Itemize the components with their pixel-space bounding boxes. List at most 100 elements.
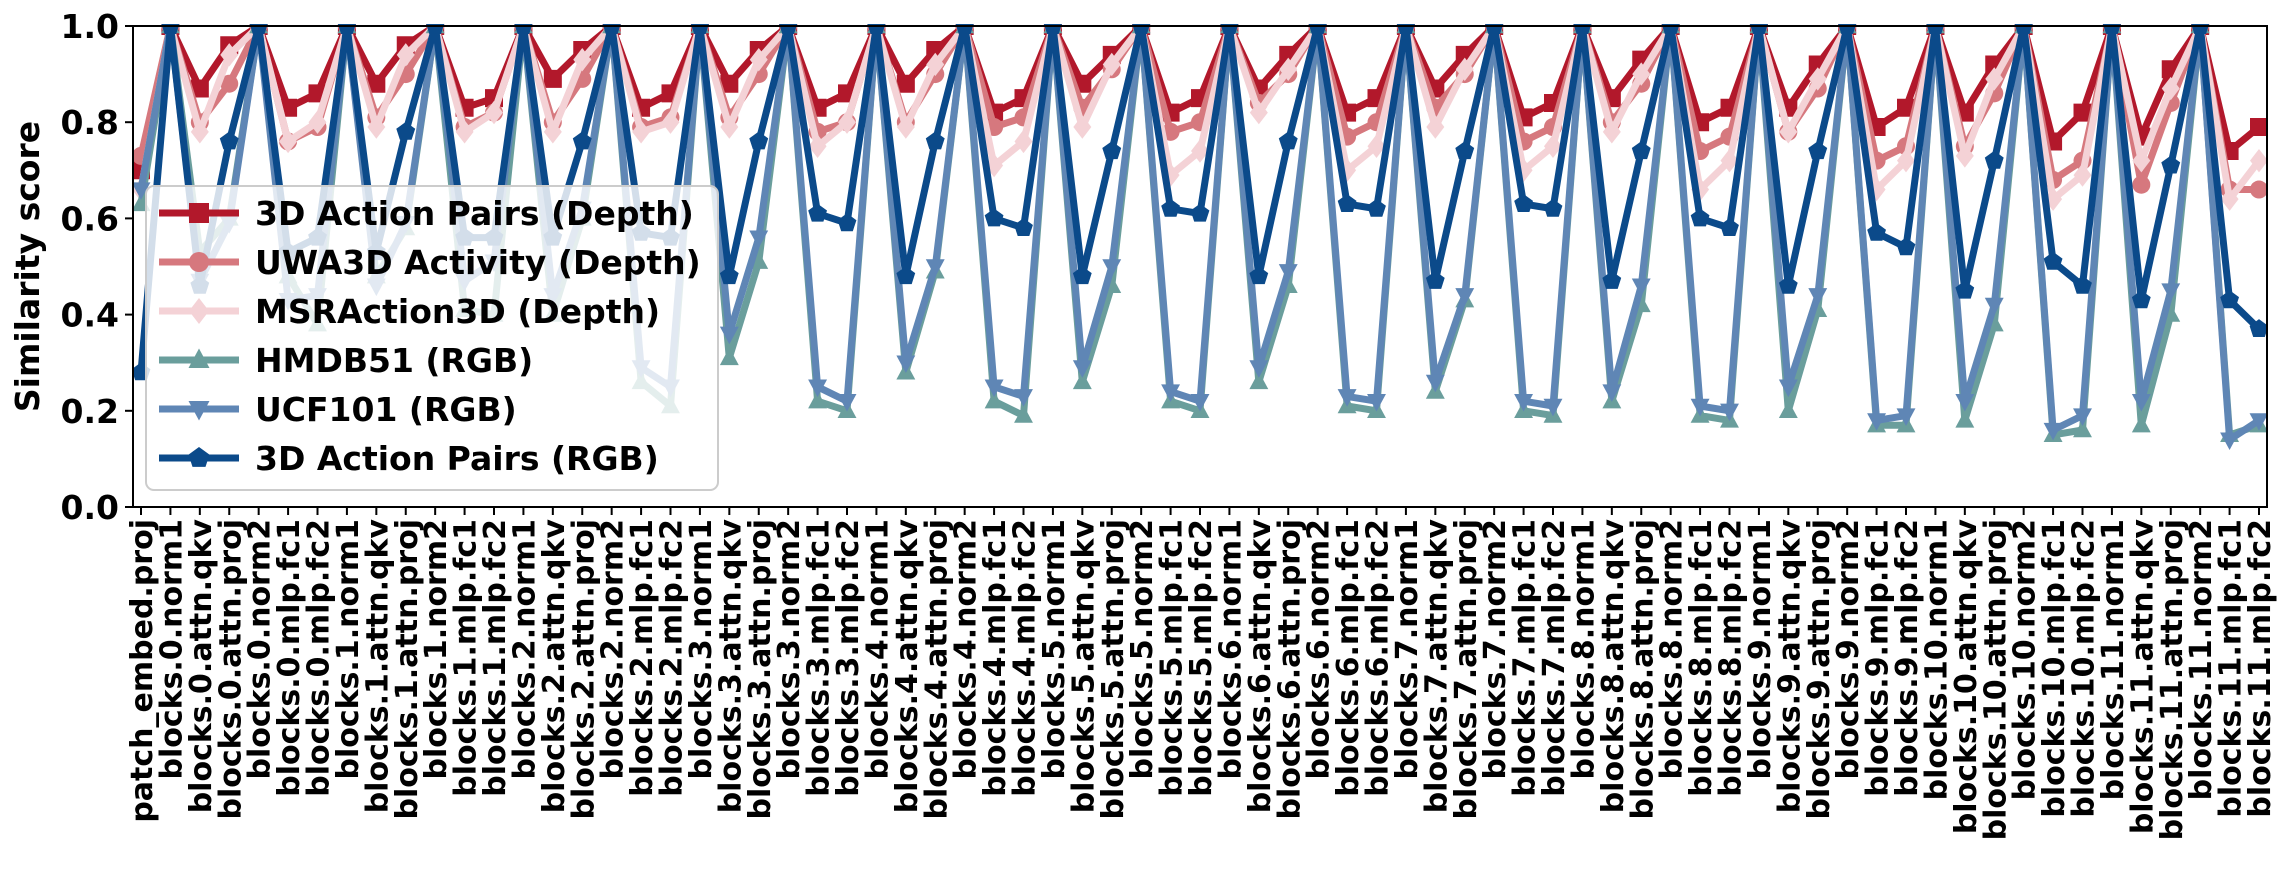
data-point (2132, 175, 2151, 194)
data-point (2073, 275, 2092, 294)
x-tick-label: blocks.5.mlp.fc2 (1184, 519, 1219, 797)
legend-label: HMDB51 (RGB) (255, 341, 533, 380)
data-point (572, 131, 592, 150)
data-point (1190, 203, 1210, 222)
data-point (2044, 187, 2063, 211)
x-tick-label: blocks.6.norm2 (1302, 519, 1337, 780)
x-tick-label: blocks.4.norm2 (949, 519, 984, 780)
data-point (808, 203, 827, 222)
data-point (485, 100, 503, 125)
data-point (1984, 297, 2004, 316)
data-point (2161, 155, 2181, 174)
data-point (1425, 374, 1445, 393)
data-point (396, 121, 416, 140)
data-point (1808, 67, 1827, 91)
data-point (1897, 148, 1915, 173)
x-tick-label: blocks.1.attn.qkv (360, 519, 395, 814)
data-point (837, 213, 857, 232)
data-point (190, 120, 209, 144)
data-point (1632, 62, 1651, 86)
data-point (2073, 419, 2092, 438)
data-point (719, 266, 739, 285)
data-point (1455, 288, 1475, 306)
x-tick-label: blocks.11.norm1 (2096, 519, 2131, 800)
data-point (1602, 271, 1622, 289)
data-point (1249, 360, 1269, 378)
x-tick-label: blocks.0.norm2 (243, 519, 278, 780)
data-point (1073, 115, 1092, 139)
y-tick-label: 0.2 (61, 392, 119, 431)
x-tick-label: blocks.6.attn.qkv (1243, 519, 1278, 814)
data-point (1367, 393, 1386, 412)
data-point (1367, 134, 1386, 158)
legend-label: MSRAction3D (Depth) (255, 292, 660, 331)
data-point (543, 69, 562, 88)
data-point (308, 110, 327, 134)
data-point (1720, 218, 1739, 236)
x-tick-label: blocks.11.attn.qkv (2125, 519, 2160, 835)
data-point (1896, 237, 1916, 256)
x-tick-label: blocks.6.mlp.fc2 (1361, 519, 1396, 797)
x-tick-label: blocks.9.attn.proj (1802, 519, 1837, 819)
x-tick-label: blocks.7.attn.proj (1449, 519, 1484, 819)
data-point (1102, 259, 1122, 277)
x-tick-label: blocks.5.attn.proj (1096, 519, 1131, 819)
x-tick-label: blocks.3.mlp.fc2 (831, 519, 866, 797)
data-point (925, 131, 945, 150)
x-tick-label: blocks.0.mlp.fc1 (272, 519, 307, 797)
data-point (2073, 163, 2092, 187)
data-point (837, 393, 857, 412)
x-tick-label: blocks.10.attn.qkv (1949, 519, 1984, 835)
data-point (984, 379, 1004, 398)
data-point (1425, 271, 1445, 289)
data-point (2043, 251, 2063, 270)
x-tick-label: blocks.3.attn.proj (743, 519, 778, 819)
x-tick-label: blocks.6.mlp.fc1 (1331, 519, 1366, 797)
legend-label: UWA3D Activity (Depth) (255, 243, 701, 282)
data-point (1984, 150, 2004, 169)
x-tick-label: blocks.1.attn.proj (390, 519, 425, 819)
data-point (1161, 384, 1181, 402)
x-tick-label: blocks.0.norm1 (154, 519, 189, 780)
x-tick-label: blocks.2.mlp.fc2 (655, 519, 690, 797)
x-tick-label: blocks.5.norm2 (1125, 519, 1160, 780)
x-tick-label: blocks.2.norm1 (507, 519, 542, 780)
data-point (749, 47, 768, 72)
x-tick-label: blocks.10.norm1 (1919, 519, 1954, 800)
data-point (2249, 319, 2267, 337)
x-tick-label: blocks.10.mlp.fc1 (2037, 519, 2072, 818)
data-point (1778, 400, 1798, 418)
x-tick-label: blocks.1.norm1 (331, 519, 366, 780)
x-tick-label: blocks.3.mlp.fc1 (802, 519, 837, 797)
y-tick-label: 0.8 (61, 103, 119, 142)
data-point (1014, 218, 1033, 236)
data-point (455, 120, 474, 144)
data-point (1897, 98, 1915, 117)
data-point (1602, 120, 1621, 144)
x-tick-label: blocks.5.attn.qkv (1066, 519, 1101, 814)
legend-marker (189, 298, 209, 324)
data-point (1278, 264, 1298, 282)
data-point (2161, 283, 2181, 301)
x-tick-label: blocks.3.norm1 (684, 519, 719, 780)
x-tick-label: blocks.11.mlp.fc2 (2243, 519, 2278, 818)
data-point (896, 355, 916, 374)
legend-marker (188, 348, 210, 368)
legend-box (145, 185, 719, 491)
x-tick-label: blocks.11.mlp.fc1 (2214, 519, 2249, 818)
x-tick-label: blocks.1.mlp.fc1 (449, 519, 484, 797)
legend-item: UWA3D Activity (Depth) (159, 243, 701, 282)
x-tick-label: blocks.1.norm2 (419, 519, 454, 780)
data-point (808, 134, 827, 158)
data-point (2250, 180, 2267, 199)
x-tick-label: blocks.8.norm1 (1566, 519, 1601, 780)
data-point (1544, 134, 1562, 158)
data-point (2131, 414, 2151, 433)
data-point (1808, 141, 1828, 160)
x-tick-label: blocks.9.norm1 (1743, 519, 1778, 780)
legend-marker (188, 447, 210, 467)
x-tick-label: blocks.9.mlp.fc1 (1861, 519, 1896, 797)
x-tick-label: blocks.0.attn.proj (213, 519, 248, 819)
x-tick-label: blocks.4.attn.proj (919, 519, 954, 819)
